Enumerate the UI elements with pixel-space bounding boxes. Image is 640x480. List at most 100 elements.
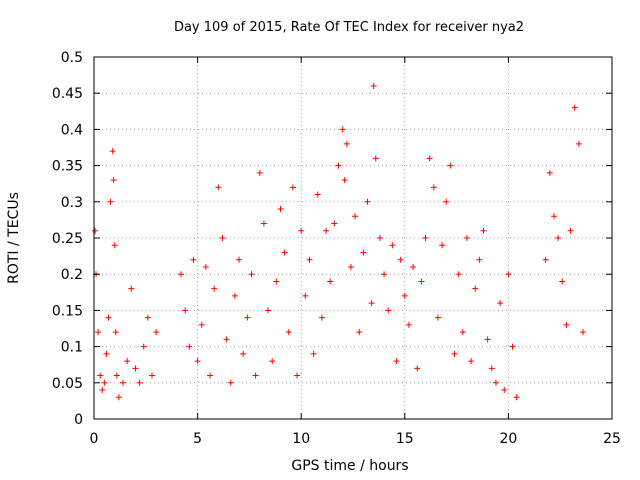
y-tick-label: 0.2 (61, 267, 83, 283)
y-tick-label: 0.25 (52, 231, 83, 247)
data-point (497, 300, 504, 307)
data-point (153, 329, 160, 336)
data-point (92, 227, 99, 234)
x-tick-label: 0 (90, 431, 99, 447)
data-point (182, 307, 189, 314)
data-point (194, 358, 201, 365)
data-point (109, 148, 116, 155)
y-tick-label: 0.1 (61, 340, 83, 356)
data-point (505, 271, 512, 278)
data-point (103, 350, 110, 357)
data-point (318, 314, 325, 321)
data-point (306, 256, 313, 263)
data-point (360, 249, 367, 256)
data-point (310, 350, 317, 357)
data-point (144, 314, 151, 321)
data-point (236, 256, 243, 263)
data-point (381, 271, 388, 278)
data-point (376, 235, 383, 241)
data-point (385, 307, 392, 314)
data-point (447, 162, 454, 169)
data-point (488, 365, 495, 372)
x-tick-label: 20 (499, 431, 517, 447)
data-point (492, 379, 499, 386)
x-tick-label: 5 (193, 431, 202, 447)
data-point (339, 126, 346, 133)
data-point (480, 227, 487, 234)
data-point (227, 379, 234, 386)
data-point (563, 321, 570, 328)
data-point (463, 235, 470, 241)
data-point (149, 372, 156, 379)
data-point (397, 256, 404, 263)
data-point (256, 169, 263, 176)
data-point (260, 220, 267, 227)
data-point (231, 292, 238, 299)
data-point (559, 278, 566, 285)
data-point (99, 387, 106, 394)
data-point (112, 329, 119, 336)
data-point (294, 372, 301, 379)
data-point (101, 379, 108, 386)
data-point (352, 213, 359, 220)
data-point (252, 372, 259, 379)
y-tick-label: 0.15 (52, 303, 83, 319)
data-point (273, 278, 280, 285)
chart-title: Day 109 of 2015, Rate Of TEC Index for r… (174, 20, 524, 35)
y-tick-label: 0 (74, 412, 83, 428)
data-point (405, 321, 412, 328)
y-axis-label: ROTI / TECUs (6, 192, 22, 284)
data-point (455, 271, 462, 278)
data-point (426, 155, 433, 162)
data-point (207, 372, 214, 379)
data-point (571, 104, 578, 111)
data-point (393, 358, 400, 365)
data-point (248, 271, 255, 278)
data-point (111, 242, 118, 249)
data-point (211, 285, 218, 292)
data-point (422, 235, 429, 241)
data-point (484, 336, 491, 343)
y-tick-label: 0.3 (61, 195, 83, 211)
data-point (555, 235, 562, 241)
data-point (414, 365, 421, 372)
data-point (401, 292, 408, 299)
data-point (341, 177, 348, 184)
data-point (219, 235, 226, 241)
data-point (298, 227, 305, 234)
data-point (128, 285, 135, 292)
data-point (389, 242, 396, 249)
data-point (95, 329, 102, 336)
data-point (501, 387, 508, 394)
data-point (265, 307, 272, 314)
data-point (314, 191, 321, 198)
data-point (434, 314, 441, 321)
data-point (132, 365, 139, 372)
data-point (289, 184, 296, 191)
data-point (198, 321, 205, 328)
x-tick-label: 15 (396, 431, 414, 447)
data-point (356, 329, 363, 336)
y-tick-label: 0.05 (52, 376, 83, 392)
data-point (215, 184, 222, 191)
tick-labels: 0 0.05 0.1 0.15 0.2 0.25 0.3 0.35 0.4 0.45 0.5 0 5 10… (52, 50, 621, 447)
data-point (136, 379, 143, 386)
data-point (190, 256, 197, 263)
data-point (178, 271, 185, 278)
x-axis-label: GPS time / hours (291, 458, 408, 474)
data-point (223, 336, 230, 343)
data-point (513, 394, 520, 401)
data-point (468, 358, 475, 365)
data-point (343, 140, 350, 147)
data-point (476, 256, 483, 263)
data-point (550, 213, 557, 220)
data-point (418, 278, 425, 285)
data-point (567, 227, 574, 234)
data-point (202, 263, 209, 270)
x-tick-label: 10 (292, 431, 310, 447)
data-point (186, 343, 193, 350)
y-tick-label: 0.45 (52, 86, 83, 102)
data-point (335, 162, 342, 169)
data-point (364, 198, 371, 205)
data-point (347, 263, 354, 270)
